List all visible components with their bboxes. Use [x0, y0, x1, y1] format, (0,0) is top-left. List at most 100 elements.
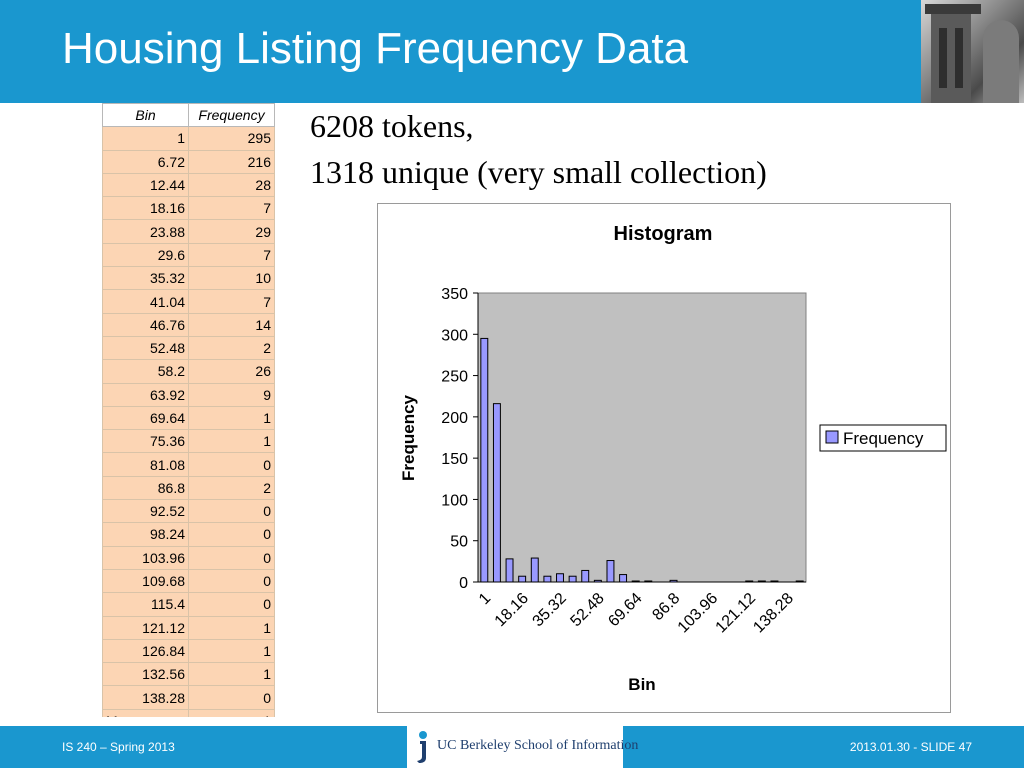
table-row: 63.92 9 [102, 382, 275, 407]
frequency-table: Bin Frequency 1 295 6.72 216 12.44 28 18.16 7 23… [102, 102, 275, 717]
bar [518, 575, 527, 583]
x-tick-label: 121.12 [713, 590, 760, 637]
table-row: 98.24 0 [102, 522, 275, 547]
bin-cell: 63.92 [102, 382, 189, 407]
bin-cell: 29.6 [102, 242, 189, 268]
table-row: 115.4 0 [102, 592, 275, 617]
table-row: 109.68 0 [102, 568, 275, 594]
table-row: 12.44 28 [102, 172, 275, 198]
slide-header: Housing Listing Frequency Data [0, 0, 1024, 103]
bar [581, 569, 590, 583]
frequency-cell: 28 [188, 172, 275, 198]
bar [669, 579, 678, 583]
frequency-cell: 1 [188, 615, 275, 640]
frequency-cell: 29 [188, 219, 275, 244]
frequency-cell: 7 [188, 242, 275, 268]
x-axis-label: Bin [628, 675, 655, 694]
bin-cell: 46.76 [102, 312, 189, 337]
bar [593, 579, 602, 583]
bin-cell: 18.16 [102, 196, 189, 221]
frequency-cell: 7 [188, 196, 275, 221]
x-tick-label: 103.96 [675, 590, 722, 637]
x-tick-label: 69.64 [605, 590, 645, 630]
bin-cell: 115.4 [102, 592, 189, 617]
frequency-cell: 295 [188, 126, 275, 151]
bin-cell: 121.12 [102, 615, 189, 640]
y-tick-label: 250 [441, 369, 468, 386]
y-tick-label: 200 [441, 410, 468, 427]
school-logo: UC Berkeley School of Information [407, 726, 638, 768]
frequency-cell: 0 [188, 452, 275, 477]
bar [543, 575, 552, 583]
table-header-row: Bin Frequency [102, 102, 275, 128]
table-row: 75.36 1 [102, 429, 275, 454]
table-row: 103.96 0 [102, 545, 275, 570]
table-row: 6.72 216 [102, 149, 275, 174]
frequency-cell: 14 [188, 312, 275, 337]
bin-cell: 98.24 [102, 522, 189, 547]
bin-cell: 69.64 [102, 405, 189, 431]
frequency-cell: 1 [188, 662, 275, 687]
table-row: 86.8 2 [102, 475, 275, 501]
x-tick-label: 18.16 [492, 590, 532, 630]
frequency-cell: 2 [188, 475, 275, 501]
bin-cell: More [102, 708, 189, 717]
frequency-cell: 2 [188, 335, 275, 361]
campus-photo [921, 0, 1024, 103]
bin-cell: 23.88 [102, 219, 189, 244]
frequency-cell: 0 [188, 592, 275, 617]
x-tick-label: 138.28 [750, 590, 797, 637]
x-tick-label: 1 [476, 590, 494, 608]
frequency-cell: 1 [188, 429, 275, 454]
table-row: 121.12 1 [102, 615, 275, 640]
table-row: 69.64 1 [102, 405, 275, 431]
frequency-cell: 0 [188, 499, 275, 524]
table-row: 35.32 10 [102, 266, 275, 291]
bin-cell: 132.56 [102, 662, 189, 687]
table-row: 52.48 2 [102, 335, 275, 361]
table-row: 23.88 29 [102, 219, 275, 244]
bar [505, 558, 514, 583]
bin-cell: 126.84 [102, 638, 189, 664]
y-tick-label: 50 [450, 534, 468, 551]
bar [568, 575, 577, 583]
y-tick-label: 300 [441, 327, 468, 344]
bin-cell: 103.96 [102, 545, 189, 570]
school-logo-icon [417, 731, 427, 763]
frequency-cell: 1 [188, 638, 275, 664]
frequency-cell: 0 [188, 545, 275, 570]
legend-label: Frequency [843, 429, 924, 448]
bin-cell: 41.04 [102, 289, 189, 314]
bar [606, 560, 615, 583]
bar [492, 403, 501, 583]
frequency-cell: 0 [188, 685, 275, 710]
y-tick-label: 150 [441, 451, 468, 468]
histogram-svg: Histogram 0 50 100 150 200 250 300 350 118.1635.3… [399, 223, 947, 694]
legend-swatch [825, 430, 839, 444]
bar [757, 580, 766, 583]
bar [631, 580, 640, 583]
y-axis-label: Frequency [399, 394, 418, 481]
bin-cell: 92.52 [102, 499, 189, 524]
y-tick-label: 100 [441, 492, 468, 509]
frequency-cell: 216 [188, 149, 275, 174]
bin-cell: 86.8 [102, 475, 189, 501]
table-row: 29.6 7 [102, 242, 275, 268]
table-row: 126.84 1 [102, 638, 275, 664]
y-tick-label: 350 [441, 286, 468, 303]
table-row: 138.28 0 [102, 685, 275, 710]
slide-number: 2013.01.30 - SLIDE 47 [849, 740, 972, 754]
bar [619, 574, 628, 583]
chart-title: Histogram [614, 223, 713, 245]
bin-cell: 1 [102, 126, 189, 151]
bar [644, 580, 653, 583]
table-row: 1 295 [102, 126, 275, 151]
histogram-chart: Histogram 0 50 100 150 200 250 300 350 1 18.16 35.3… [377, 203, 951, 713]
bin-cell: 81.08 [102, 452, 189, 477]
frequency-cell: 9 [188, 382, 275, 407]
frequency-cell: 7 [188, 289, 275, 314]
frequency-cell: 1 [188, 708, 275, 717]
x-tick-label: 52.48 [567, 590, 607, 630]
frequency-cell: 1 [188, 405, 275, 431]
bin-cell: 58.2 [102, 359, 189, 384]
